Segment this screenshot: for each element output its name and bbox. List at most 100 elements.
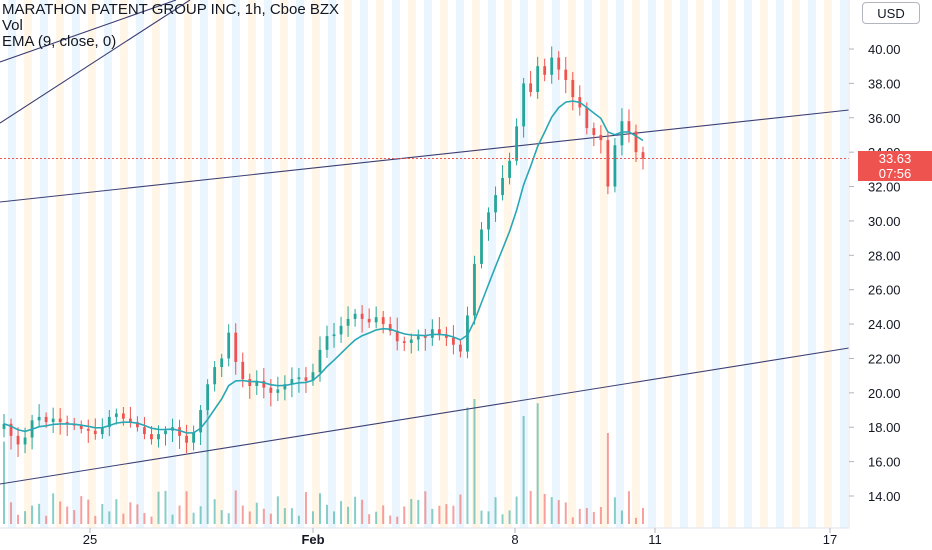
volume-bar [340,501,343,524]
session-band [632,0,640,528]
candle-body [157,434,160,440]
volume-bar [157,491,160,524]
trend-line [0,0,177,63]
candle-body [143,427,146,435]
volume-bar [115,499,118,524]
session-band [72,0,80,528]
candle-body [255,380,259,386]
session-background-bands [8,0,848,528]
candle-body [459,344,462,352]
candle-body [437,329,441,335]
volume-bar [550,497,553,524]
volume-bar [466,407,469,524]
volume-bar [543,493,546,524]
session-band [536,0,544,528]
volume-bar [613,497,616,524]
session-band [152,0,160,528]
session-band [360,0,368,528]
x-tick-label: 11 [648,532,662,547]
y-tick-label: 18.00 [868,420,901,435]
candle-body [311,372,315,381]
candle-body [613,145,617,187]
volume-bar [318,493,321,524]
volume-bar [129,502,132,524]
volume-bar [515,496,518,524]
candle-body [388,324,392,331]
candle-body [23,437,27,445]
session-band [40,0,48,528]
candle-body [107,416,111,428]
candle-body [150,434,153,440]
volume-bar [213,499,216,524]
ema-line [3,100,644,434]
candle-body [332,334,336,337]
volume-bar [73,510,76,524]
candle-body [402,341,406,343]
y-tick-label: 28.00 [868,248,901,263]
volume-bar [185,491,188,524]
session-band [392,0,400,528]
volume-bar [52,493,55,524]
candle-body [367,318,371,323]
volume-bar [87,499,90,524]
volume-indicator-label[interactable]: Vol [2,17,23,34]
session-band [104,0,112,528]
candle-body [501,177,504,196]
candle-body [473,263,476,316]
session-band [696,0,704,528]
volume-bar [494,497,497,524]
volume-bar [508,510,511,524]
session-band [840,0,848,528]
candle-body [346,318,350,326]
candle-body [58,418,62,423]
session-band [200,0,208,528]
candle-body [620,121,624,146]
candle-body [276,389,280,393]
volume-bars [3,399,644,524]
volume-bar [536,403,539,524]
candle-body [114,413,118,417]
candle-body [536,66,540,92]
volume-bar [24,511,27,524]
volume-bar [178,505,181,524]
candle-body [51,418,55,423]
volume-bar [599,506,602,524]
ema-indicator-label[interactable]: EMA (9, close, 0) [2,33,117,50]
session-band [136,0,144,528]
session-band [424,0,432,528]
session-band [312,0,320,528]
volume-bar [326,504,329,524]
volume-bar [192,512,195,524]
candle-body [304,377,308,381]
candlesticks [2,46,645,457]
volume-bar [80,496,83,524]
currency-button[interactable]: USD [862,2,920,24]
symbol-title[interactable]: MARATHON PATENT GROUP INC, 1h, Cboe BZX [2,1,340,18]
volume-bar [136,504,139,524]
candle-body [9,423,13,436]
y-tick-label: 24.00 [868,317,901,332]
candle-body [641,152,645,159]
session-band [664,0,672,528]
volume-bar [108,511,111,524]
y-tick-label: 14.00 [868,489,901,504]
candle-body [213,367,217,385]
trend-line [0,109,850,203]
session-band [216,0,224,528]
volume-bar [452,505,455,524]
session-band [456,0,464,528]
volume-bar [354,496,357,524]
volume-bar [283,508,286,524]
candle-body [480,229,483,264]
candle-body [452,337,455,345]
candle-body [2,423,6,429]
candle-body [409,339,413,343]
candle-body [353,313,357,319]
candle-body [318,349,322,373]
candle-body [564,69,568,80]
session-band [808,0,816,528]
candle-body [325,336,329,350]
volume-bar [361,499,364,524]
candle-body [599,134,603,141]
